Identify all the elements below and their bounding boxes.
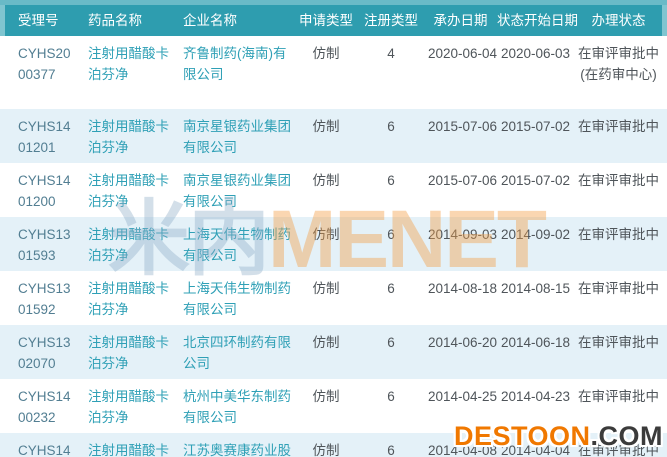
table-row: CYHS1302070 注射用醋酸卡泊芬净 北京四环制药有限公司 仿制 6 20… <box>0 325 667 379</box>
table-header-row: 受理号 药品名称 企业名称 申请类型 注册类型 承办日期 状态开始日期 办理状态 <box>0 5 667 36</box>
acceptance-no: CYHS1400232 <box>18 389 71 425</box>
table-row: CYHS1401200 注射用醋酸卡泊芬净 南京星银药业集团有限公司 仿制 6 … <box>0 163 667 217</box>
application-type: 仿制 <box>312 281 340 296</box>
column-header-company: 企业名称 <box>183 13 237 28</box>
undertake-date: 2015-07-06 <box>427 173 497 188</box>
status-start-date: 2014-09-02 <box>500 227 570 242</box>
application-type: 仿制 <box>312 443 340 457</box>
application-type: 仿制 <box>312 389 340 404</box>
registration-type: 6 <box>387 281 395 296</box>
table-row: CYHS1400038 注射用醋酸卡泊芬净 江苏奥赛康药业股份有限公司 仿制 6… <box>0 433 667 457</box>
acceptance-no: CYHS1401201 <box>18 119 71 155</box>
processing-status: 在审评审批中 <box>578 443 659 457</box>
drug-name-link[interactable]: 注射用醋酸卡泊芬净 <box>88 335 169 371</box>
registration-type: 4 <box>387 46 395 61</box>
acceptance-no: CYHS1400038 <box>18 443 71 457</box>
company-link[interactable]: 上海天伟生物制药有限公司 <box>183 281 291 317</box>
undertake-date: 2014-04-25 <box>427 389 497 404</box>
company-link[interactable]: 江苏奥赛康药业股份有限公司 <box>183 443 291 457</box>
company-link[interactable]: 齐鲁制药(海南)有限公司 <box>183 46 287 82</box>
column-header-acceptance-no: 受理号 <box>18 13 59 28</box>
column-header-drug-name: 药品名称 <box>88 13 142 28</box>
registration-type: 6 <box>387 335 395 350</box>
drug-name-link[interactable]: 注射用醋酸卡泊芬净 <box>88 119 169 155</box>
table-row: CYHS2000377 注射用醋酸卡泊芬净 齐鲁制药(海南)有限公司 仿制 4 … <box>0 36 667 109</box>
processing-status: 在审评审批中 <box>578 173 659 188</box>
drug-name-link[interactable]: 注射用醋酸卡泊芬净 <box>88 173 169 209</box>
status-start-date: 2014-06-18 <box>500 335 570 350</box>
company-link[interactable]: 北京四环制药有限公司 <box>183 335 291 371</box>
registration-type: 6 <box>387 119 395 134</box>
undertake-date: 2020-06-04 <box>427 46 497 61</box>
status-start-date: 2014-04-23 <box>500 389 570 404</box>
undertake-date: 2014-09-03 <box>427 227 497 242</box>
processing-status: 在审评审批中 <box>578 119 659 134</box>
status-start-date: 2014-08-15 <box>500 281 570 296</box>
drug-name-link[interactable]: 注射用醋酸卡泊芬净 <box>88 443 169 457</box>
application-type: 仿制 <box>312 335 340 350</box>
column-header-status: 办理状态 <box>591 13 646 28</box>
acceptance-no: CYHS2000377 <box>18 46 71 82</box>
drug-name-link[interactable]: 注射用醋酸卡泊芬净 <box>88 389 169 425</box>
processing-status: 在审评审批中 <box>578 227 659 242</box>
undertake-date: 2015-07-06 <box>427 119 497 134</box>
drug-registration-table: 受理号 药品名称 企业名称 申请类型 注册类型 承办日期 状态开始日期 办理状态… <box>0 5 667 457</box>
column-header-undertake-date: 承办日期 <box>433 13 488 28</box>
status-start-date: 2014-04-04 <box>500 443 570 457</box>
undertake-date: 2014-08-18 <box>427 281 497 296</box>
company-link[interactable]: 上海天伟生物制药有限公司 <box>183 227 291 263</box>
registration-type: 6 <box>387 389 395 404</box>
acceptance-no: CYHS1301593 <box>18 227 71 263</box>
acceptance-no: CYHS1401200 <box>18 173 71 209</box>
column-header-registration-type: 注册类型 <box>364 13 418 28</box>
drug-name-link[interactable]: 注射用醋酸卡泊芬净 <box>88 46 169 82</box>
acceptance-no: CYHS1302070 <box>18 335 71 371</box>
acceptance-no: CYHS1301592 <box>18 281 71 317</box>
registration-type: 6 <box>387 443 395 457</box>
registration-type: 6 <box>387 173 395 188</box>
status-start-date: 2015-07-02 <box>500 173 570 188</box>
application-type: 仿制 <box>312 46 340 61</box>
column-header-application-type: 申请类型 <box>299 13 353 28</box>
status-start-date: 2015-07-02 <box>500 119 570 134</box>
application-type: 仿制 <box>312 119 340 134</box>
company-link[interactable]: 杭州中美华东制药有限公司 <box>183 389 291 425</box>
processing-status: 在审评审批中 <box>578 335 659 350</box>
table-row: CYHS1400232 注射用醋酸卡泊芬净 杭州中美华东制药有限公司 仿制 6 … <box>0 379 667 433</box>
processing-status: 在审评审批中(在药审中心) <box>578 46 659 82</box>
table-row: CYHS1301592 注射用醋酸卡泊芬净 上海天伟生物制药有限公司 仿制 6 … <box>0 271 667 325</box>
undertake-date: 2014-06-20 <box>427 335 497 350</box>
company-link[interactable]: 南京星银药业集团有限公司 <box>183 173 291 209</box>
undertake-date: 2014-04-08 <box>427 443 497 457</box>
table-row: CYHS1301593 注射用醋酸卡泊芬净 上海天伟生物制药有限公司 仿制 6 … <box>0 217 667 271</box>
processing-status: 在审评审批中 <box>578 281 659 296</box>
column-header-status-start-date: 状态开始日期 <box>497 13 578 28</box>
header-left-cap <box>0 5 5 36</box>
processing-status: 在审评审批中 <box>578 389 659 404</box>
drug-name-link[interactable]: 注射用醋酸卡泊芬净 <box>88 281 169 317</box>
table-row: CYHS1401201 注射用醋酸卡泊芬净 南京星银药业集团有限公司 仿制 6 … <box>0 109 667 163</box>
header-right-cap <box>662 5 667 36</box>
application-type: 仿制 <box>312 227 340 242</box>
company-link[interactable]: 南京星银药业集团有限公司 <box>183 119 291 155</box>
registration-type: 6 <box>387 227 395 242</box>
header-top-stripe <box>0 0 667 5</box>
status-start-date: 2020-06-03 <box>500 46 570 61</box>
application-type: 仿制 <box>312 173 340 188</box>
drug-name-link[interactable]: 注射用醋酸卡泊芬净 <box>88 227 169 263</box>
